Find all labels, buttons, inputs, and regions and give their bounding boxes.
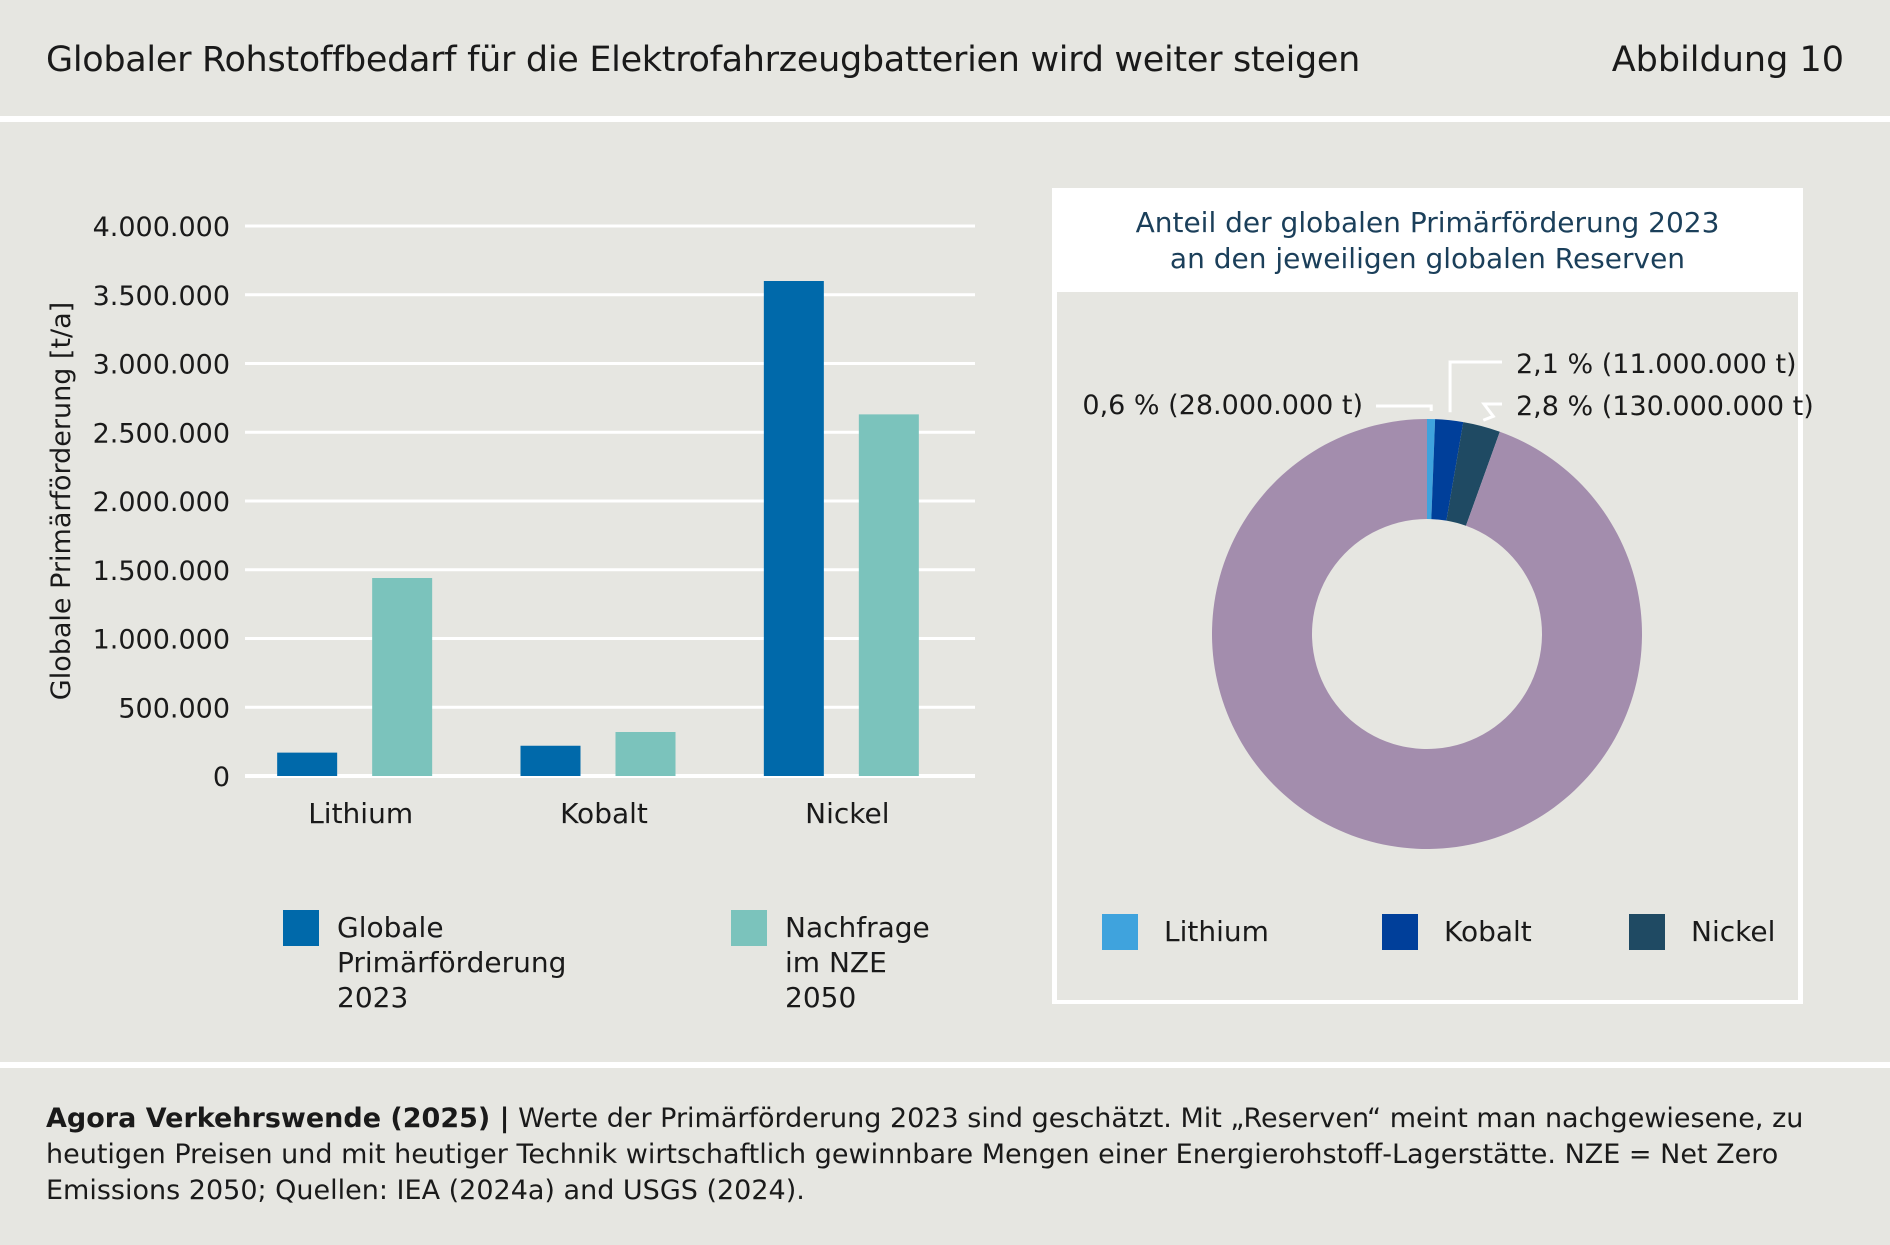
figure-label: Abbildung 10 — [1611, 40, 1844, 80]
top-divider — [0, 116, 1890, 122]
pie-legend-swatch-kobalt — [1382, 914, 1418, 950]
y-tick-label: 2.000.000 — [93, 487, 230, 518]
y-tick-label: 1.500.000 — [93, 556, 230, 587]
pie-legend-label-lithium: Lithium — [1164, 915, 1269, 948]
pie-legend-swatch-nickel — [1629, 914, 1665, 950]
pie-slice-nickel — [1446, 422, 1500, 526]
legend-swatch-demand — [731, 910, 767, 946]
footer-source: Agora Verkehrswende (2025) | — [46, 1103, 510, 1134]
bar-kobalt-demand — [615, 732, 676, 776]
pie-label-nickel: 2,8 % (130.000.000 t) — [1516, 391, 1814, 422]
y-tick-label: 3.500.000 — [93, 281, 230, 312]
x-tick-label: Kobalt — [560, 797, 648, 830]
pie-panel-inner — [1057, 292, 1798, 1000]
legend-item-production: Globale Primärförderung 2023 — [283, 910, 566, 1015]
legend-swatch-production — [283, 910, 319, 946]
pie-legend-label-nickel: Nickel — [1691, 915, 1776, 948]
pie-slice-kobalt — [1431, 419, 1464, 521]
pie-legend-kobalt: Kobalt — [1382, 914, 1532, 950]
pie-title: Anteil der globalen Primärförderung 2023… — [1135, 206, 1720, 275]
bar-lithium-production — [277, 752, 338, 776]
pie-slice-rest — [1211, 419, 1642, 849]
leader-line-nickel — [1480, 402, 1502, 422]
charts-svg: 0 500.000 1.000.000 1.500.000 2.000.000 2.500… — [46, 212, 1814, 849]
footer-note: Agora Verkehrswende (2025) | Werte der P… — [46, 1101, 1856, 1209]
bar-kobalt-production — [520, 745, 581, 776]
pie-legend-label-kobalt: Kobalt — [1444, 915, 1532, 948]
pie-label-lithium: 0,6 % (28.000.000 t) — [1082, 390, 1363, 421]
legend-label-demand: Nachfrage im NZE 2050 — [785, 911, 930, 1014]
y-tick-label: 4.000.000 — [93, 212, 230, 243]
x-tick-label: Nickel — [805, 797, 889, 830]
legend-item-demand: Nachfrage im NZE 2050 — [731, 910, 930, 1015]
leader-line-kobalt — [1448, 360, 1502, 413]
page-title: Globaler Rohstoffbedarf für die Elektrof… — [46, 40, 1361, 80]
y-tick-label: 3.000.000 — [93, 350, 230, 381]
y-tick-label: 1.000.000 — [93, 625, 230, 656]
y-tick-label: 0 — [213, 762, 230, 793]
pie-legend-nickel: Nickel — [1629, 914, 1775, 950]
x-tick-label: Lithium — [308, 797, 413, 830]
pie-legend-lithium: Lithium — [1102, 914, 1269, 950]
y-tick-label: 2.500.000 — [93, 418, 230, 449]
y-tick-label: 500.000 — [118, 693, 230, 724]
pie-slice-lithium — [1427, 419, 1436, 520]
pie-legend-swatch-lithium — [1102, 914, 1138, 950]
pie-label-kobalt: 2,1 % (11.000.000 t) — [1516, 349, 1797, 380]
bar-nickel-demand — [858, 414, 919, 776]
header: Globaler Rohstoffbedarf für die Elektrof… — [0, 0, 1890, 115]
y-axis-label: Globale Primärförderung [t/a] — [46, 302, 77, 700]
bar-nickel-production — [763, 281, 824, 776]
legend-label-production: Globale Primärförderung 2023 — [337, 911, 567, 1014]
leader-line-lithium — [1376, 404, 1433, 412]
bottom-divider — [0, 1062, 1890, 1068]
footer-text: Werte der Primärförderung 2023 sind gesc… — [46, 1103, 1804, 1206]
bar-lithium-demand — [372, 578, 433, 776]
